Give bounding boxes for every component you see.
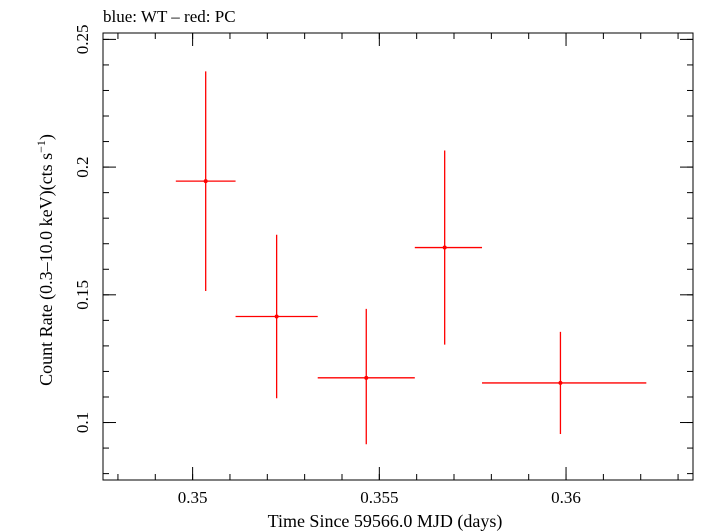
data-point <box>235 234 318 399</box>
data-point <box>414 150 483 345</box>
point-marker <box>364 375 369 380</box>
y-tick-label: 0.1 <box>73 412 92 433</box>
data-point <box>317 308 415 445</box>
plot-frame <box>102 32 694 481</box>
data-point <box>482 331 647 435</box>
y-axis-label-close: ) <box>36 134 57 140</box>
data-point <box>175 71 236 291</box>
y-tick-label: 0.15 <box>73 280 92 310</box>
point-marker <box>558 380 563 385</box>
y-axis-label-sup: −1 <box>34 140 48 153</box>
x-tick-labels: 0.35 0.355 0.36 <box>178 488 581 507</box>
y-tick-label: 0.2 <box>73 156 92 177</box>
y-axis-label-main: Count Rate (0.3–10.0 keV)(cts s <box>36 153 57 386</box>
point-marker <box>442 245 447 250</box>
axis-ticks <box>103 33 693 480</box>
point-marker <box>203 179 208 184</box>
x-axis-label: Time Since 59566.0 MJD (days) <box>268 511 503 532</box>
x-tick-label: 0.355 <box>360 488 398 507</box>
y-axis-label: Count Rate (0.3–10.0 keV)(cts s−1) <box>34 134 57 386</box>
chart-title: blue: WT – red: PC <box>103 7 236 26</box>
x-tick-label: 0.35 <box>178 488 208 507</box>
y-tick-label: 0.25 <box>73 25 92 55</box>
x-tick-label: 0.36 <box>551 488 581 507</box>
data-points <box>175 71 647 445</box>
y-tick-labels: 0.1 0.15 0.2 0.25 <box>73 25 92 434</box>
point-marker <box>274 314 279 319</box>
